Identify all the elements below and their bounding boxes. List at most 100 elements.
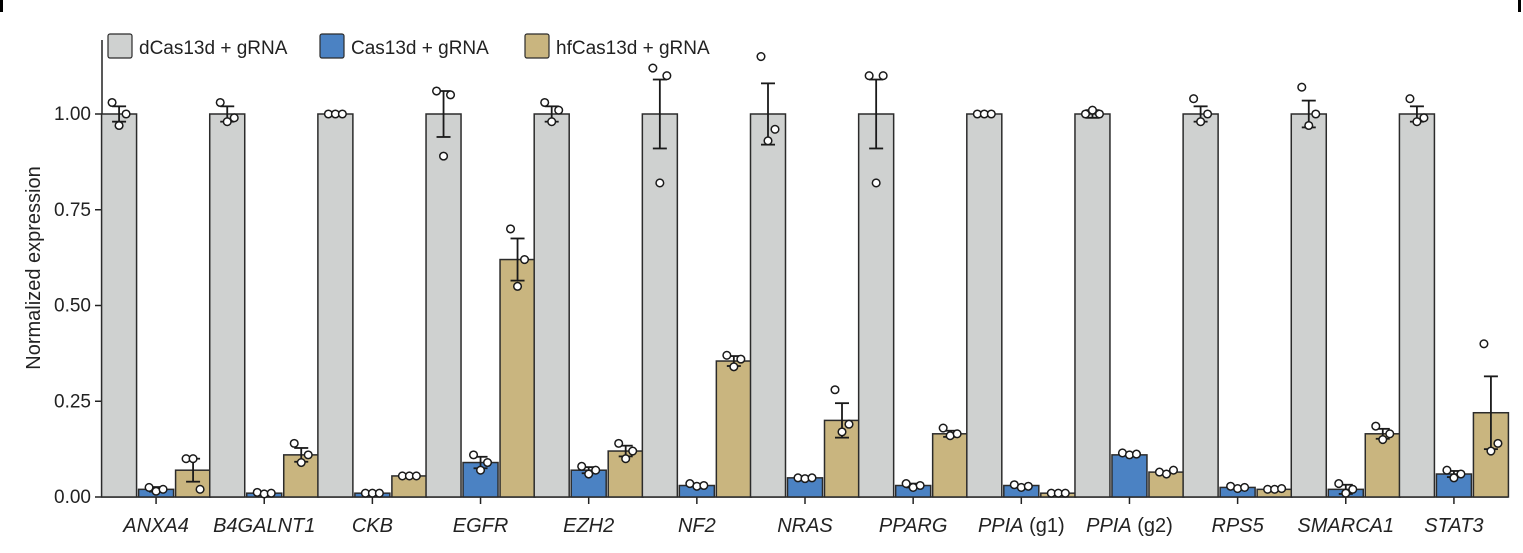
data-point: [1479, 339, 1489, 349]
legend: dCas13d + gRNA Cas13d + gRNA hfCas13d + gR…: [107, 33, 710, 59]
frame-marks: [0, 0, 1521, 12]
data-point: [512, 281, 523, 291]
data-point: [699, 480, 709, 491]
bar: [641, 113, 679, 498]
data-point: [1304, 120, 1314, 131]
data-point: [1196, 117, 1206, 127]
gene-name: STAT3: [1424, 515, 1483, 537]
data-point: [1297, 82, 1307, 92]
data-point: [807, 473, 817, 483]
data-point: [655, 178, 665, 188]
data-point: [107, 97, 117, 108]
gene-name: CKB: [352, 515, 393, 537]
data-point: [215, 97, 225, 108]
data-point: [114, 120, 124, 131]
data-point: [431, 86, 442, 96]
legend-label: Cas13d + gRNA: [351, 38, 489, 59]
bar: [317, 113, 354, 498]
y-axis: 0.00 0.25 0.50 0.75 1.00: [54, 40, 103, 508]
data-point: [445, 90, 456, 100]
data-point: [1449, 473, 1459, 483]
data-point: [1371, 421, 1381, 431]
bar: [966, 113, 1003, 498]
data-point: [1412, 117, 1422, 127]
x-tick-label: EGFR: [453, 515, 509, 537]
data-point: [871, 178, 881, 188]
data-point: [577, 461, 587, 471]
data-point: [756, 52, 766, 62]
gene-name: EZH2: [563, 515, 614, 537]
data-point: [763, 136, 773, 146]
legend-swatch: [524, 33, 550, 59]
data-point: [337, 109, 347, 119]
guide-suffix: (g1): [1024, 515, 1065, 537]
bar: [533, 113, 570, 498]
gene-name: EGFR: [453, 515, 509, 537]
legend-label: hfCas13d + gRNA: [556, 38, 710, 59]
data-points: [107, 52, 1503, 499]
x-tick-label: NRAS: [777, 515, 833, 537]
gene-name: B4GALNT1: [213, 515, 315, 537]
data-point: [1189, 94, 1199, 104]
data-point: [1442, 465, 1452, 475]
gene-name: NRAS: [777, 515, 833, 537]
data-point: [915, 480, 925, 491]
y-axis-title: Normalized expression: [23, 166, 45, 369]
data-point: [296, 457, 306, 468]
data-point: [938, 423, 948, 433]
bar: [715, 360, 753, 498]
y-tick-label: 0.25: [54, 391, 91, 412]
data-point: [837, 427, 847, 437]
data-point: [1486, 446, 1496, 456]
data-point: [374, 488, 384, 498]
data-point: [648, 63, 658, 73]
data-point: [519, 254, 530, 265]
y-tick-label: 1.00: [54, 104, 91, 125]
data-point: [1334, 479, 1344, 489]
legend-swatch: [107, 33, 133, 59]
bar: [100, 113, 138, 498]
data-point: [1311, 109, 1321, 119]
data-point: [1385, 429, 1395, 439]
x-tick-label: PPARG: [879, 515, 948, 537]
data-point: [628, 446, 638, 456]
x-tick-label: B4GALNT1: [213, 515, 315, 537]
data-point: [614, 438, 624, 448]
data-point: [289, 438, 299, 448]
bar: [1111, 454, 1148, 498]
data-point: [1168, 465, 1179, 475]
bars: [100, 113, 1510, 498]
x-tick-label: PPIA (g1): [978, 515, 1065, 537]
data-point: [1419, 113, 1429, 123]
x-tick-label: NF2: [678, 515, 716, 537]
data-point: [986, 109, 996, 119]
gene-name: ANXA4: [122, 515, 189, 537]
bar: [1290, 113, 1328, 498]
bar: [1398, 113, 1436, 498]
data-point: [1277, 484, 1287, 494]
bar: [1182, 113, 1219, 498]
data-point: [222, 117, 232, 127]
data-point: [144, 482, 154, 492]
data-point: [864, 71, 874, 81]
bar: [1074, 113, 1111, 498]
bar: [425, 113, 462, 498]
data-point: [729, 362, 739, 372]
data-point: [554, 105, 564, 115]
data-point: [468, 450, 479, 460]
data-point: [621, 454, 631, 464]
gene-name: PPIA: [978, 515, 1024, 537]
data-point: [722, 350, 732, 360]
data-point: [188, 454, 198, 464]
data-point: [1161, 469, 1172, 479]
y-tick-label: 0.50: [54, 296, 91, 317]
data-point: [1131, 449, 1142, 459]
data-point: [1378, 435, 1388, 445]
data-point: [1456, 469, 1466, 479]
legend-label: dCas13d + gRNA: [139, 38, 288, 59]
data-point: [878, 71, 888, 81]
data-point: [901, 479, 911, 489]
bar: [749, 113, 787, 498]
data-point: [830, 385, 840, 395]
